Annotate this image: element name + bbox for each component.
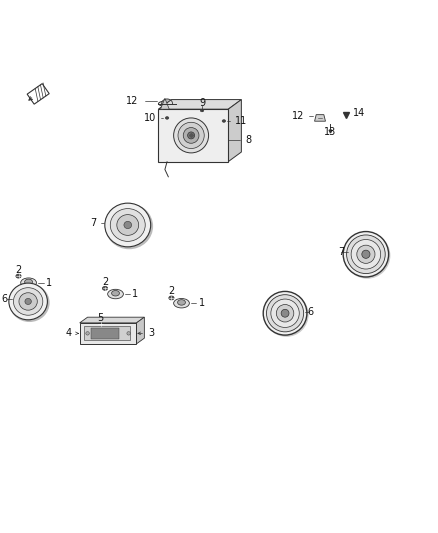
- Text: 2: 2: [15, 264, 21, 274]
- Circle shape: [127, 332, 131, 335]
- Circle shape: [271, 299, 299, 327]
- Ellipse shape: [98, 322, 103, 326]
- Ellipse shape: [110, 208, 145, 241]
- Ellipse shape: [105, 204, 153, 249]
- Ellipse shape: [169, 296, 174, 300]
- Text: 2: 2: [168, 286, 175, 296]
- Text: 11: 11: [235, 116, 247, 126]
- Text: 12: 12: [126, 96, 139, 106]
- Ellipse shape: [105, 203, 151, 247]
- Ellipse shape: [173, 298, 189, 308]
- Ellipse shape: [200, 109, 204, 112]
- Ellipse shape: [25, 298, 32, 304]
- Circle shape: [281, 309, 289, 317]
- Ellipse shape: [165, 117, 169, 119]
- Polygon shape: [314, 115, 325, 121]
- Circle shape: [187, 132, 194, 139]
- Ellipse shape: [112, 290, 120, 296]
- Ellipse shape: [102, 286, 108, 290]
- Text: 1: 1: [46, 278, 52, 288]
- Ellipse shape: [19, 293, 37, 310]
- Circle shape: [346, 235, 385, 273]
- Text: 5: 5: [98, 313, 104, 323]
- Text: 6: 6: [307, 306, 313, 317]
- Polygon shape: [159, 109, 228, 161]
- Ellipse shape: [108, 289, 124, 299]
- Ellipse shape: [9, 283, 47, 320]
- Circle shape: [362, 250, 370, 259]
- Text: 13: 13: [324, 127, 336, 137]
- Ellipse shape: [21, 278, 36, 287]
- Ellipse shape: [16, 274, 21, 278]
- Polygon shape: [228, 100, 241, 161]
- Circle shape: [344, 232, 390, 279]
- Ellipse shape: [117, 215, 139, 236]
- Ellipse shape: [159, 101, 176, 107]
- Text: 12: 12: [292, 111, 305, 121]
- Circle shape: [263, 292, 307, 335]
- Circle shape: [264, 292, 309, 337]
- Ellipse shape: [9, 284, 49, 322]
- Circle shape: [173, 118, 208, 153]
- Text: 2: 2: [102, 277, 108, 287]
- Polygon shape: [80, 317, 145, 323]
- Text: 1: 1: [198, 298, 205, 308]
- Circle shape: [86, 332, 89, 335]
- Circle shape: [357, 245, 375, 263]
- Polygon shape: [80, 323, 137, 344]
- Circle shape: [178, 122, 204, 149]
- Polygon shape: [159, 100, 241, 109]
- Text: 3: 3: [149, 328, 155, 338]
- Circle shape: [343, 231, 389, 277]
- Polygon shape: [160, 98, 169, 109]
- Circle shape: [276, 304, 294, 322]
- Text: 10: 10: [144, 113, 156, 123]
- Ellipse shape: [222, 120, 226, 122]
- Text: 6: 6: [1, 294, 7, 304]
- Bar: [84, 326, 130, 341]
- Text: 4: 4: [66, 328, 72, 338]
- Bar: [91, 328, 119, 338]
- Ellipse shape: [124, 221, 131, 229]
- Text: 9: 9: [199, 98, 205, 108]
- Ellipse shape: [25, 279, 32, 285]
- Circle shape: [351, 239, 381, 269]
- Text: 7: 7: [90, 218, 96, 228]
- Text: 7: 7: [338, 247, 344, 257]
- Ellipse shape: [14, 288, 43, 315]
- Circle shape: [183, 127, 199, 143]
- Text: 8: 8: [246, 135, 252, 145]
- Polygon shape: [137, 317, 145, 344]
- Text: 14: 14: [353, 108, 365, 118]
- Text: 1: 1: [132, 289, 138, 299]
- Ellipse shape: [177, 300, 185, 305]
- Circle shape: [266, 295, 304, 332]
